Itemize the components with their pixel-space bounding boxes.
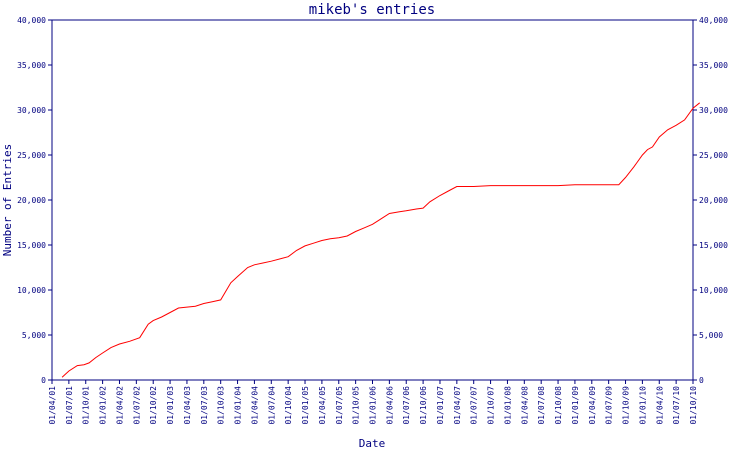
x-tick-label: 01/04/04	[250, 386, 259, 425]
x-tick-label: 01/01/05	[301, 386, 310, 425]
x-tick-label: 01/10/02	[149, 386, 158, 425]
y-axis-right: 0 5,000 10,000 15,000 20,000 25,000 30,000 35,0…	[693, 16, 728, 385]
x-tick-label: 01/07/08	[537, 386, 546, 425]
chart-title: mikeb's entries	[309, 2, 435, 18]
y-tick-label-left: 30,000	[17, 106, 46, 115]
y-tick-label-left: 0	[41, 376, 46, 385]
x-tick-label: 01/01/02	[99, 386, 108, 425]
x-tick-label: 01/10/04	[284, 386, 293, 425]
x-tick-label: 01/01/10	[638, 386, 647, 425]
x-tick-label: 01/04/06	[385, 386, 394, 425]
x-tick-label: 01/10/10	[689, 386, 698, 425]
x-tick-label: 01/04/09	[588, 386, 597, 425]
x-tick-label: 01/04/08	[520, 386, 529, 425]
y-tick-label-left: 20,000	[17, 196, 46, 205]
x-tick-label: 01/04/01	[48, 386, 57, 425]
x-tick-label: 01/04/07	[453, 386, 462, 425]
x-tick-label: 01/07/05	[335, 386, 344, 425]
y-tick-label-left: 5,000	[22, 331, 46, 340]
x-tick-label: 01/07/04	[267, 386, 276, 425]
x-tick-label: 01/07/07	[470, 386, 479, 425]
y-tick-label-left: 10,000	[17, 286, 46, 295]
y-tick-label-left: 35,000	[17, 61, 46, 70]
y-tick-label-left: 40,000	[17, 16, 46, 25]
x-tick-label: 01/07/06	[402, 386, 411, 425]
x-tick-label: 01/10/01	[82, 386, 91, 425]
x-axis-title: Date	[359, 437, 386, 450]
x-tick-label: 01/01/04	[234, 386, 243, 425]
x-tick-label: 01/10/06	[419, 386, 428, 425]
x-tick-label: 01/07/02	[132, 386, 141, 425]
x-tick-label: 01/10/09	[622, 386, 631, 425]
y-tick-label-right: 40,000	[699, 16, 728, 25]
series-line	[61, 102, 701, 378]
y-axis-left: 0 5,000 10,000 15,000 20,000 25,000 30,000 35,0…	[17, 16, 52, 385]
plot-area-frame	[51, 19, 694, 381]
y-tick-label-right: 15,000	[699, 241, 728, 250]
x-tick-label: 01/01/09	[571, 386, 580, 425]
x-tick-label: 01/04/10	[655, 386, 664, 425]
x-tick-label: 01/01/03	[166, 386, 175, 425]
y-tick-label-right: 5,000	[699, 331, 723, 340]
y-tick-label-right: 10,000	[699, 286, 728, 295]
x-axis: 01/04/01 01/07/01 01/10/01 01/01/02 01/04/02…	[48, 380, 698, 425]
x-tick-label: 01/04/02	[115, 386, 124, 425]
y-tick-label-right: 20,000	[699, 196, 728, 205]
y-tick-label-right: 0	[699, 376, 704, 385]
x-tick-label: 01/10/08	[554, 386, 563, 425]
x-tick-label: 01/07/01	[65, 386, 74, 425]
x-tick-label: 01/01/07	[436, 386, 445, 425]
y-tick-label-left: 25,000	[17, 151, 46, 160]
x-tick-label: 01/07/03	[200, 386, 209, 425]
x-tick-label: 01/10/07	[487, 386, 496, 425]
series-layer	[61, 102, 701, 378]
x-tick-label: 01/10/05	[352, 386, 361, 425]
y-axis-title: Number of Entries	[1, 144, 14, 257]
x-tick-label: 01/07/09	[605, 386, 614, 425]
x-tick-label: 01/10/03	[217, 386, 226, 425]
y-tick-label-left: 15,000	[17, 241, 46, 250]
y-tick-label-right: 35,000	[699, 61, 728, 70]
x-tick-label: 01/04/05	[318, 386, 327, 425]
y-tick-label-right: 30,000	[699, 106, 728, 115]
x-tick-label: 01/07/10	[672, 386, 681, 425]
x-tick-label: 01/01/06	[369, 386, 378, 425]
x-tick-label: 01/01/08	[503, 386, 512, 425]
y-tick-label-right: 25,000	[699, 151, 728, 160]
x-tick-label: 01/04/03	[183, 386, 192, 425]
